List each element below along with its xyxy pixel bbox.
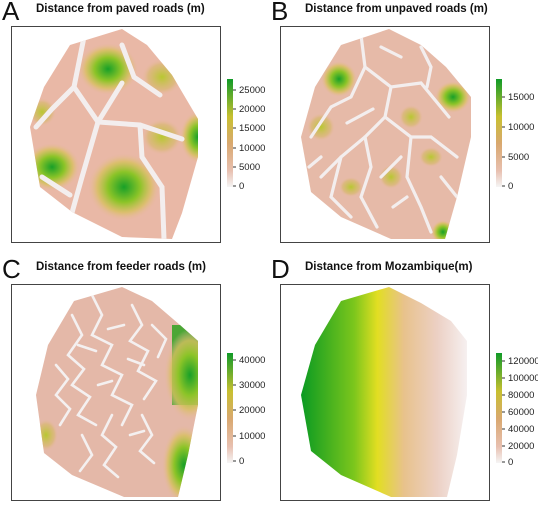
raster-map — [30, 29, 198, 239]
legend-tick-label: 20000 — [239, 405, 265, 416]
legend-tick-label: 15000 — [508, 92, 534, 103]
legend-tick-label: 0 — [508, 457, 513, 468]
panel-feeder-roads: C Distance from feeder roads (m) — [0, 254, 269, 515]
legend-tick-label: 5000 — [508, 152, 529, 163]
gradient-legend: 25000 20000 15000 10000 5000 0 — [227, 79, 265, 192]
legend-tick-label: 20000 — [239, 104, 265, 115]
color-legend: 120000 100000 80000 60000 40000 20000 0 — [496, 258, 538, 515]
panel-letter: A — [2, 0, 20, 26]
legend-tick-label: 120000 — [508, 356, 538, 367]
panel-title: Distance from unpaved roads (m) — [305, 3, 488, 15]
raster-map — [301, 287, 467, 497]
legend-tick-label: 30000 — [239, 380, 265, 391]
legend-tick-label: 5000 — [239, 162, 260, 173]
raster-map — [301, 29, 471, 239]
legend-tick-label: 80000 — [508, 390, 534, 401]
panel-mozambique: D Distance from Mozambique(m) 120000 100… — [269, 254, 538, 515]
legend-tick-label: 0 — [508, 181, 513, 192]
legend-tick-label: 25000 — [239, 85, 265, 96]
legend-tick-label: 40000 — [239, 355, 265, 366]
gradient-legend: 120000 100000 80000 60000 40000 20000 0 — [496, 353, 538, 468]
legend-tick-label: 20000 — [508, 441, 534, 452]
panel-unpaved-roads: B Distance from unpaved roads (m) — [269, 0, 538, 257]
map-frame — [280, 284, 490, 501]
legend-tick-label: 15000 — [239, 123, 265, 134]
panel-title: Distance from feeder roads (m) — [36, 261, 206, 273]
legend-ticks: 25000 20000 15000 10000 5000 0 — [233, 85, 265, 192]
gradient-legend: 40000 30000 20000 10000 0 — [227, 353, 265, 467]
panel-paved-roads: A Distance from paved roads (m) — [0, 0, 269, 257]
legend-tick-label: 0 — [239, 456, 244, 467]
legend-tick-label: 0 — [239, 181, 244, 192]
legend-tick-label: 10000 — [239, 431, 265, 442]
panel-title: Distance from Mozambique(m) — [305, 261, 473, 273]
legend-ticks: 40000 30000 20000 10000 0 — [233, 355, 265, 467]
map-frame — [11, 284, 221, 501]
panel-letter: C — [2, 254, 21, 284]
panel-letter: D — [271, 254, 290, 284]
legend-tick-label: 10000 — [508, 122, 534, 133]
color-legend: 40000 30000 20000 10000 0 — [227, 258, 269, 515]
legend-tick-label: 10000 — [239, 143, 265, 154]
map-frame — [11, 26, 221, 243]
legend-tick-label: 100000 — [508, 373, 538, 384]
legend-ticks: 15000 10000 5000 0 — [502, 92, 534, 192]
legend-tick-label: 60000 — [508, 407, 534, 418]
color-legend: 15000 10000 5000 0 — [496, 0, 538, 257]
gradient-legend: 15000 10000 5000 0 — [496, 79, 534, 192]
color-legend: 25000 20000 15000 10000 5000 0 — [227, 0, 269, 257]
panel-title: Distance from paved roads (m) — [36, 3, 205, 15]
legend-tick-label: 40000 — [508, 424, 534, 435]
raster-map — [36, 287, 198, 497]
map-frame — [280, 26, 490, 243]
panel-letter: B — [271, 0, 289, 26]
legend-ticks: 120000 100000 80000 60000 40000 20000 0 — [502, 356, 538, 468]
